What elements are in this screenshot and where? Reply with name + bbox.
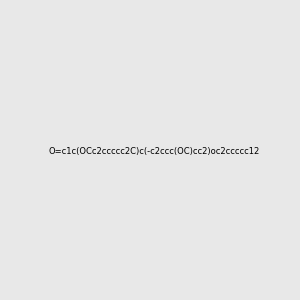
Text: O=c1c(OCc2ccccc2C)c(-c2ccc(OC)cc2)oc2ccccc12: O=c1c(OCc2ccccc2C)c(-c2ccc(OC)cc2)oc2ccc…: [48, 147, 260, 156]
